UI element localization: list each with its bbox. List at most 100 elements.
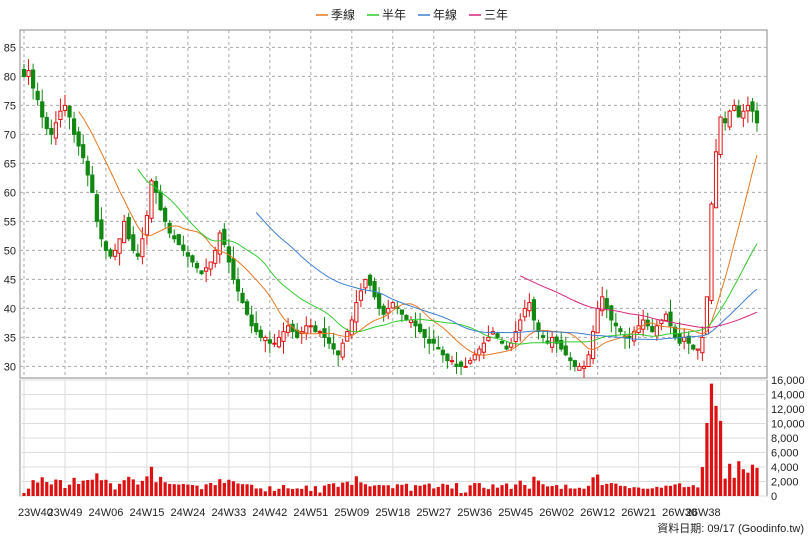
candle-body bbox=[481, 342, 486, 353]
candle-body bbox=[718, 116, 723, 156]
candle-body bbox=[468, 360, 473, 364]
candle-body bbox=[367, 274, 373, 286]
candle-body bbox=[217, 232, 222, 255]
x-tick-label: 25W27 bbox=[416, 507, 451, 519]
price-tick-label: 30 bbox=[4, 361, 16, 373]
candle-body bbox=[358, 290, 364, 301]
volume-bar bbox=[63, 487, 67, 496]
candle-body bbox=[600, 296, 605, 312]
chart-legend: 季線 半年 年線 三年 bbox=[316, 7, 508, 22]
volume-bar bbox=[550, 485, 554, 496]
candle-body bbox=[458, 361, 464, 367]
volume-bar bbox=[149, 466, 154, 496]
volume-bar bbox=[650, 488, 654, 496]
candle-body bbox=[736, 105, 741, 118]
volume-bar bbox=[527, 488, 531, 496]
candle-body bbox=[691, 344, 696, 350]
candle-body bbox=[213, 249, 218, 264]
ma-halfyear-line bbox=[137, 168, 758, 345]
volume-bar bbox=[400, 484, 404, 496]
candle-body bbox=[613, 322, 618, 327]
candle-body bbox=[149, 180, 154, 219]
volume-bar bbox=[81, 480, 85, 496]
candle-body bbox=[609, 305, 614, 321]
candle-body bbox=[122, 220, 127, 244]
ma-quarter-line bbox=[78, 111, 758, 356]
candle-body bbox=[167, 222, 172, 234]
volume-bar bbox=[272, 490, 277, 496]
candle-body bbox=[449, 360, 455, 363]
volume-bar bbox=[409, 490, 413, 496]
volume-bar bbox=[518, 480, 522, 496]
volume-bar bbox=[705, 422, 709, 496]
candle-body bbox=[518, 319, 523, 331]
volume-bar bbox=[309, 490, 313, 496]
price-tick-label: 60 bbox=[4, 187, 16, 199]
candle-body bbox=[172, 235, 177, 240]
candle-body bbox=[62, 104, 68, 111]
volume-bar bbox=[95, 473, 99, 496]
candle-body bbox=[331, 343, 336, 350]
candle-body bbox=[513, 331, 518, 342]
volume-bar bbox=[600, 485, 604, 496]
volume-bar bbox=[450, 488, 454, 496]
volume-bar bbox=[300, 488, 304, 496]
candle-body bbox=[76, 131, 81, 147]
x-tick-label: 24W15 bbox=[129, 507, 164, 519]
candle-body bbox=[668, 311, 673, 327]
candle-body bbox=[49, 128, 54, 135]
volume-bar bbox=[504, 483, 509, 496]
volume-bar bbox=[277, 488, 281, 496]
volume-bar bbox=[113, 489, 117, 496]
candle-body bbox=[71, 118, 77, 135]
volume-bar bbox=[213, 485, 217, 496]
candle-body bbox=[204, 267, 209, 272]
volume-bar bbox=[687, 486, 691, 496]
volume-tick-label: 2,000 bbox=[771, 477, 799, 489]
volume-bar bbox=[291, 489, 295, 496]
volume-bar bbox=[709, 383, 714, 496]
x-tick-label: 24W06 bbox=[89, 507, 124, 519]
volume-bar bbox=[268, 486, 272, 496]
volume-bar bbox=[500, 485, 504, 496]
candle-body bbox=[354, 302, 359, 323]
volume-bar bbox=[673, 484, 677, 496]
candle-body bbox=[244, 301, 250, 315]
volume-bar bbox=[691, 485, 695, 496]
volume-bar bbox=[441, 483, 445, 496]
volume-bar bbox=[605, 483, 609, 496]
volume-bar bbox=[26, 488, 31, 496]
volume-bar bbox=[177, 484, 181, 496]
candle-body bbox=[486, 336, 491, 342]
candle-body bbox=[21, 68, 27, 77]
volume-bar bbox=[172, 484, 176, 496]
candle-body bbox=[581, 365, 587, 369]
volume-bar bbox=[746, 472, 750, 496]
candle-body bbox=[650, 326, 655, 333]
candle-body bbox=[536, 322, 541, 333]
candle-body bbox=[422, 329, 427, 338]
volume-bar bbox=[477, 483, 481, 496]
candle-body bbox=[304, 325, 309, 334]
candle-body bbox=[454, 363, 459, 367]
candle-body bbox=[531, 299, 537, 321]
price-tick-label: 85 bbox=[4, 42, 16, 54]
volume-bar bbox=[682, 487, 686, 496]
candle-body bbox=[276, 336, 282, 348]
volume-bar bbox=[532, 476, 536, 496]
price-panel: 30 35 40 45 50 55 60 65 70 75 80 85 bbox=[4, 29, 768, 379]
x-tick-label: 25W36 bbox=[457, 507, 492, 519]
ma-year-line bbox=[255, 212, 758, 341]
volume-bar bbox=[495, 487, 500, 496]
volume-bar bbox=[404, 483, 409, 496]
x-tick-label: 24W33 bbox=[211, 507, 246, 519]
volume-bar bbox=[245, 484, 249, 496]
x-tick-label: 24W24 bbox=[170, 507, 205, 519]
candle-body bbox=[663, 313, 669, 321]
volume-bar bbox=[454, 483, 459, 496]
candle-body bbox=[131, 234, 136, 251]
candle-body bbox=[67, 105, 72, 118]
volume-bar bbox=[591, 477, 595, 496]
volume-bar bbox=[637, 487, 641, 496]
